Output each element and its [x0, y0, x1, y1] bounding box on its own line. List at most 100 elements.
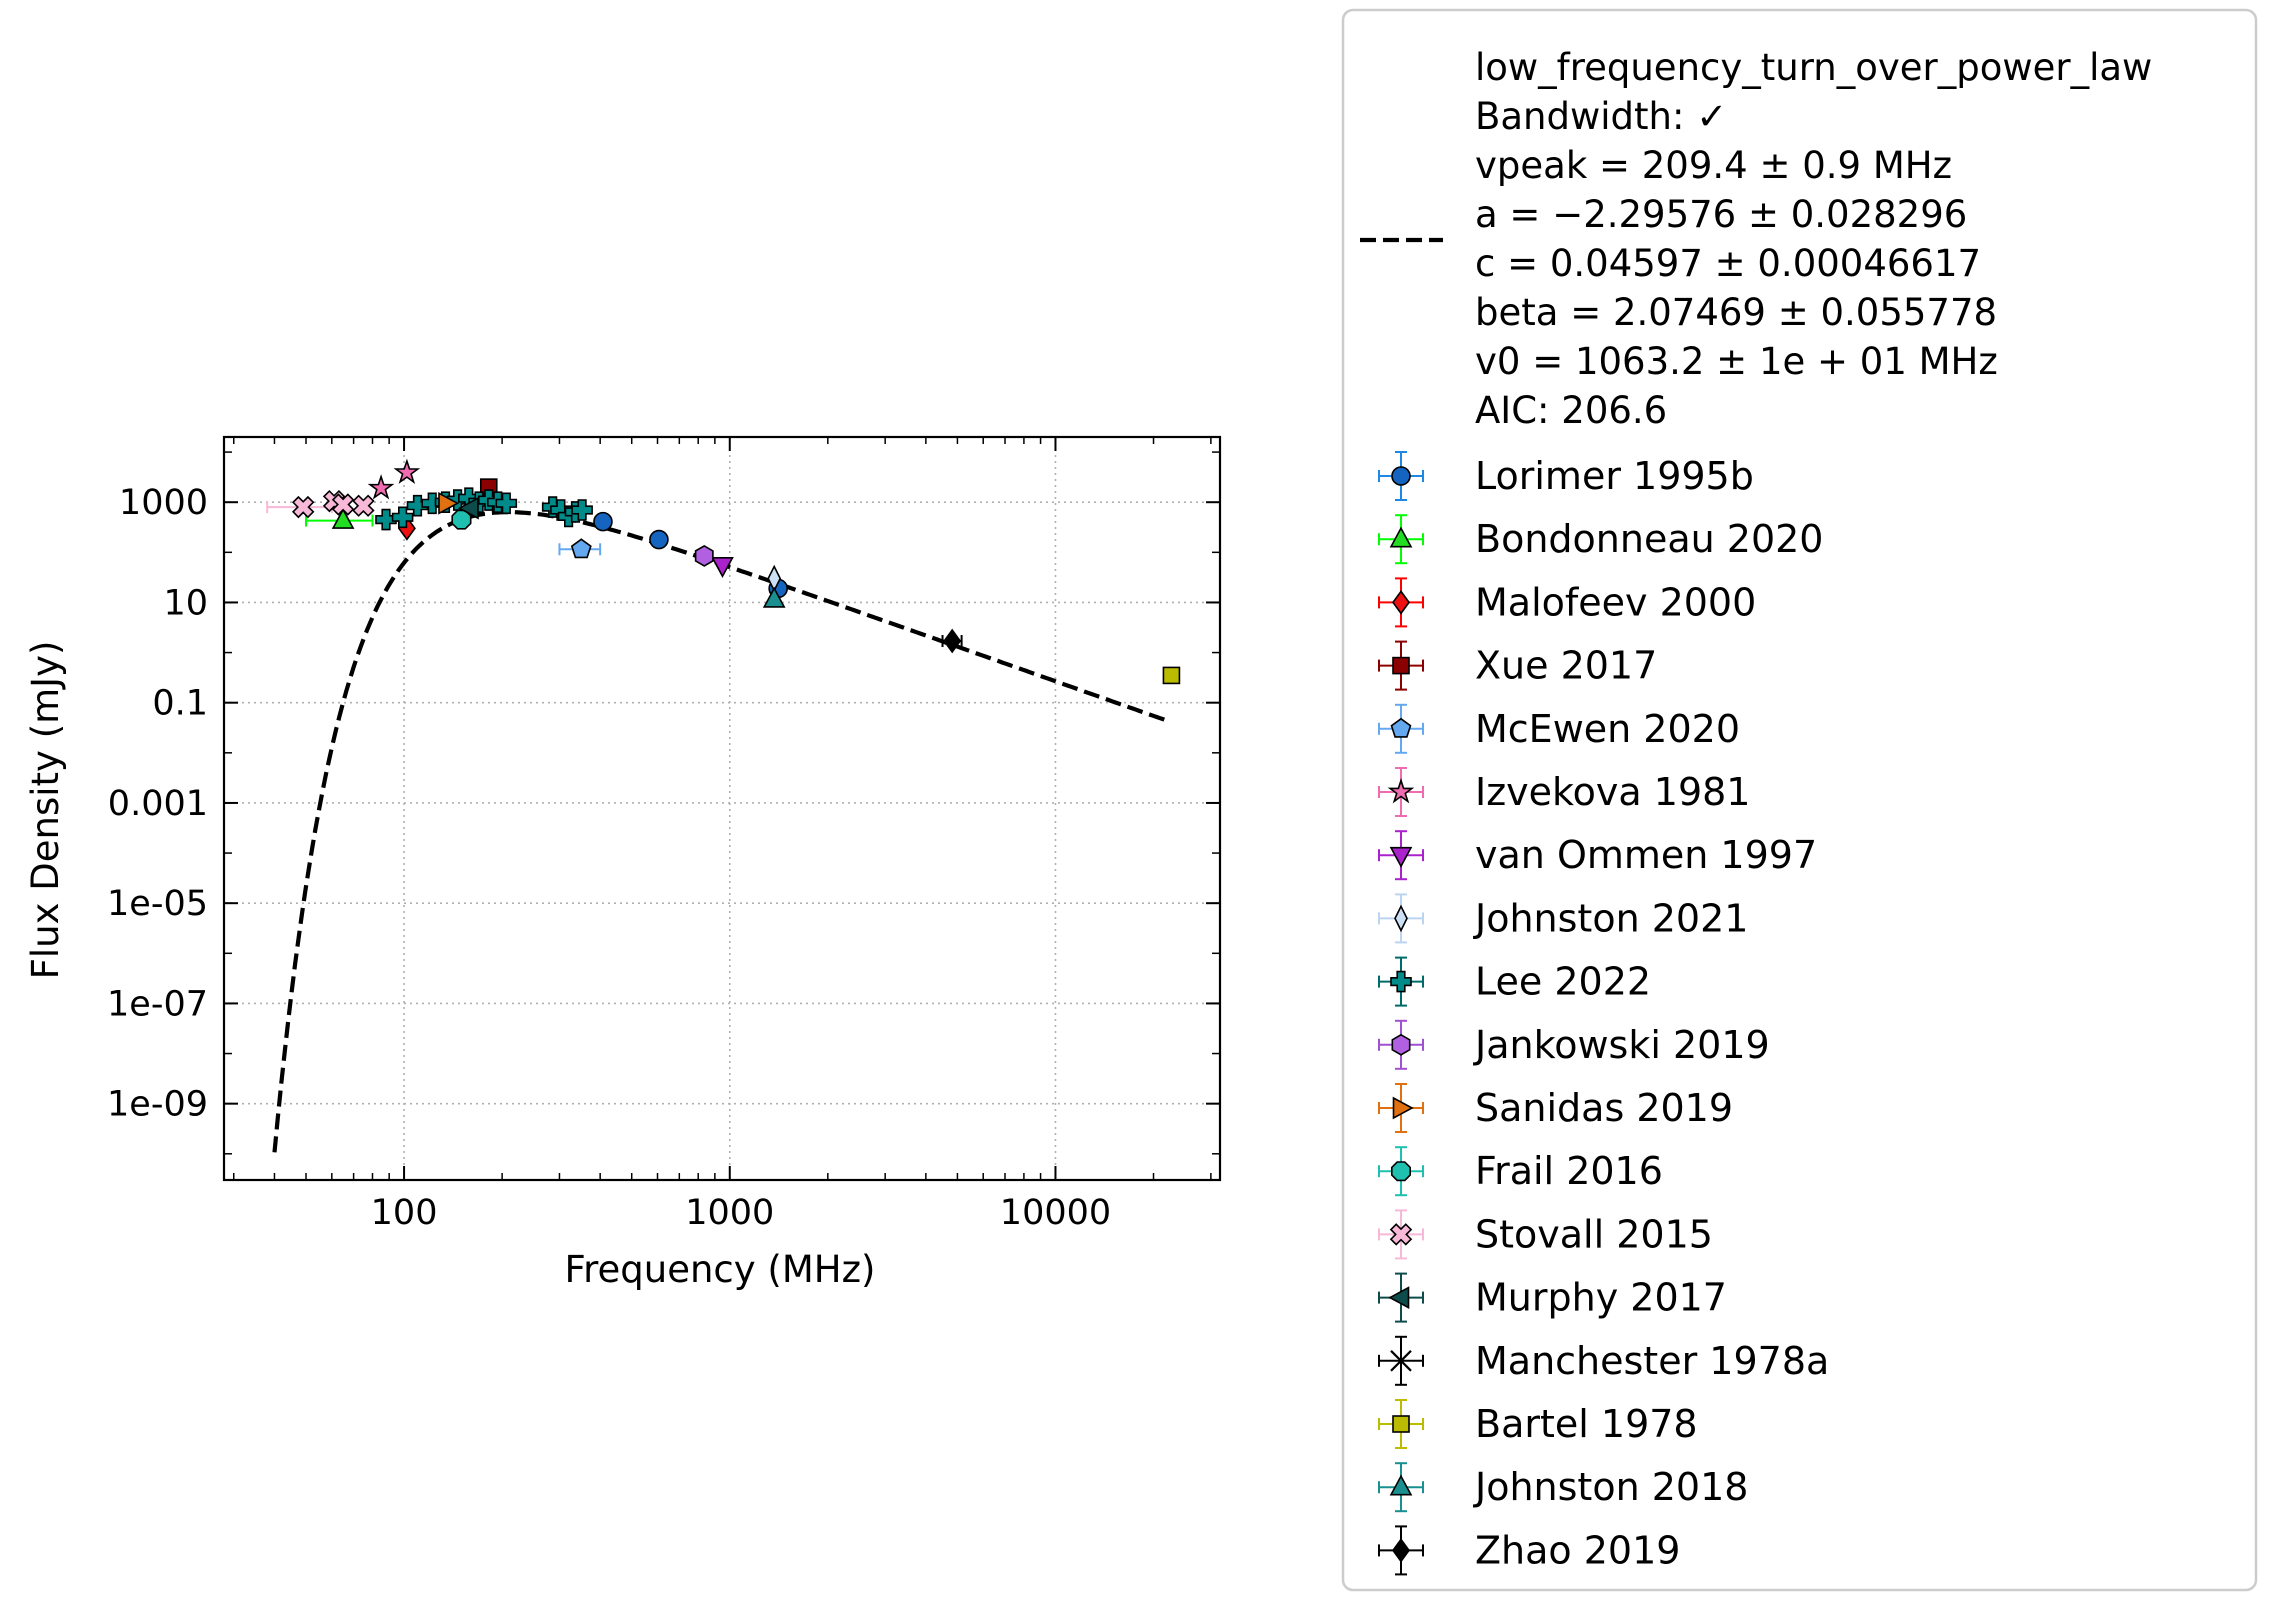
- marker: [495, 492, 518, 515]
- legend-label: Johnston 2021: [1473, 896, 1748, 940]
- y-tick-label: 10: [163, 583, 208, 623]
- legend-marker: [1392, 656, 1410, 675]
- legend-entry: Izvekova 1981: [1378, 767, 1750, 817]
- data-point-murphy-2017: [457, 496, 479, 520]
- data-point-stovall-2015: [331, 493, 355, 516]
- legend-fit-text-line: Bandwidth: ✓: [1475, 95, 1727, 138]
- y-ticks: 1e-09 1e-07 1e-05 0.001 0.1 10 1000: [107, 451, 1220, 1155]
- y-tick-label: 0.001: [108, 784, 208, 824]
- legend-label: van Ommen 1997: [1475, 833, 1817, 877]
- legend-entry: Sanidas 2019: [1378, 1083, 1733, 1133]
- legend-entry: Johnston 2018: [1378, 1462, 1748, 1513]
- y-tick-label: 1e-07: [107, 984, 208, 1024]
- legend-marker: [1389, 526, 1413, 548]
- legend-entry: McEwen 2020: [1378, 703, 1740, 754]
- legend: low_frequency_turn_over_power_law Bandwid…: [1341, 8, 2258, 1592]
- legend-frame: [1341, 8, 2258, 1592]
- marker: [571, 499, 593, 521]
- legend-entry: Zhao 2019: [1378, 1525, 1680, 1576]
- legend-label: Izvekova 1981: [1475, 770, 1750, 814]
- data-point-lee-2022: [406, 494, 429, 517]
- marker: [570, 538, 592, 559]
- data-point-lee-2022: [375, 508, 397, 531]
- data-point-sanidas-2019: [438, 491, 460, 515]
- x-tick-label: 1000: [685, 1193, 774, 1233]
- data-point-lee-2022: [391, 506, 414, 529]
- marker: [943, 628, 962, 654]
- legend-entry: Bondonneau 2020: [1378, 514, 1823, 565]
- legend-entry: Xue 2017: [1378, 640, 1657, 691]
- legend-entry: Johnston 2021: [1378, 893, 1748, 944]
- x-axis-label: Frequency (MHz): [565, 1248, 876, 1291]
- legend-entry: Manchester 1978a: [1378, 1335, 1829, 1386]
- plot-area-frame: [222, 435, 1222, 1182]
- x-tick-label: 100: [371, 1193, 438, 1233]
- legend-label: Johnston 2018: [1473, 1465, 1748, 1509]
- legend-marker: [1390, 970, 1412, 993]
- legend-fit-text-line: beta = 2.07469 ± 0.055778: [1475, 291, 1997, 334]
- marker: [438, 491, 460, 515]
- data-point-zhao-2019: [941, 628, 963, 654]
- legend-marker: [1389, 846, 1413, 868]
- legend-label: Frail 2016: [1475, 1149, 1663, 1193]
- legend-entry: Bartel 1978: [1378, 1399, 1698, 1449]
- legend-fit-text-line: vpeak = 209.4 ± 0.9 MHz: [1475, 144, 1952, 187]
- marker: [375, 508, 397, 531]
- legend-marker: [1394, 904, 1408, 933]
- x-tick-label: 10000: [1000, 1193, 1111, 1233]
- legend-fit-text-line: a = −2.29576 ± 0.028296: [1475, 193, 1967, 236]
- data-point-lorimer-1995b: [593, 511, 613, 532]
- marker: [393, 458, 421, 484]
- data-point-izvekova-1981: [393, 458, 421, 484]
- marker: [352, 494, 375, 517]
- legend-label: Lee 2022: [1475, 960, 1651, 1004]
- legend-label: Sanidas 2019: [1475, 1086, 1733, 1130]
- legend-entry: Jankowski 2019: [1378, 1019, 1770, 1070]
- marker: [457, 496, 479, 520]
- legend-label: Lorimer 1995b: [1475, 454, 1754, 498]
- legend-marker: [1387, 777, 1415, 804]
- legend-label: Zhao 2019: [1475, 1528, 1680, 1572]
- data-point-lee-2022: [571, 499, 593, 521]
- legend-entry: Lorimer 1995b: [1378, 451, 1754, 501]
- data-layer: [266, 458, 1181, 685]
- x-stroke: [1390, 1350, 1412, 1372]
- legend-label: Bartel 1978: [1475, 1402, 1698, 1446]
- marker: [593, 511, 613, 532]
- marker: [762, 586, 786, 608]
- data-point-mcewen-2020: [558, 538, 602, 559]
- data-point-lorimer-1995b: [649, 529, 669, 550]
- data-point-bondonneau-2020: [305, 507, 374, 529]
- grid: [224, 437, 1220, 1180]
- legend-fit-text-line: low_frequency_turn_over_power_law: [1475, 46, 2152, 89]
- legend-label: Malofeev 2000: [1475, 580, 1756, 624]
- marker: [1162, 666, 1181, 685]
- legend-entry: Murphy 2017: [1378, 1272, 1727, 1323]
- legend-entry: van Ommen 1997: [1378, 830, 1817, 881]
- legend-fit-text-line: c = 0.04597 ± 0.00046617: [1475, 242, 1981, 285]
- legend-marker: [1391, 1033, 1411, 1056]
- legend-entry: Frail 2016: [1378, 1146, 1663, 1197]
- legend-label: Murphy 2017: [1475, 1276, 1727, 1320]
- marker: [694, 544, 714, 567]
- legend-marker: [1392, 1096, 1414, 1120]
- legend-marker: [1389, 1474, 1413, 1496]
- data-point-van-ommen-1997: [711, 556, 734, 578]
- data-point-izvekova-1981: [367, 474, 395, 500]
- marker: [367, 474, 395, 500]
- data-point-lee-2022: [495, 492, 518, 515]
- legend-marker: [1391, 466, 1411, 486]
- legend-label: Xue 2017: [1475, 644, 1657, 688]
- y-tick-label: 0.1: [152, 684, 208, 724]
- legend-marker: [1389, 1223, 1413, 1246]
- data-point-bartel-1978: [1162, 666, 1181, 685]
- legend-marker: [1392, 1538, 1410, 1563]
- legend-label: Manchester 1978a: [1475, 1339, 1829, 1383]
- marker: [331, 507, 355, 529]
- data-point-jankowski-2019: [694, 544, 714, 567]
- y-tick-label: 1e-05: [107, 884, 208, 924]
- y-tick-label: 1000: [119, 483, 208, 523]
- marker: [331, 493, 355, 516]
- legend-label: McEwen 2020: [1475, 707, 1740, 751]
